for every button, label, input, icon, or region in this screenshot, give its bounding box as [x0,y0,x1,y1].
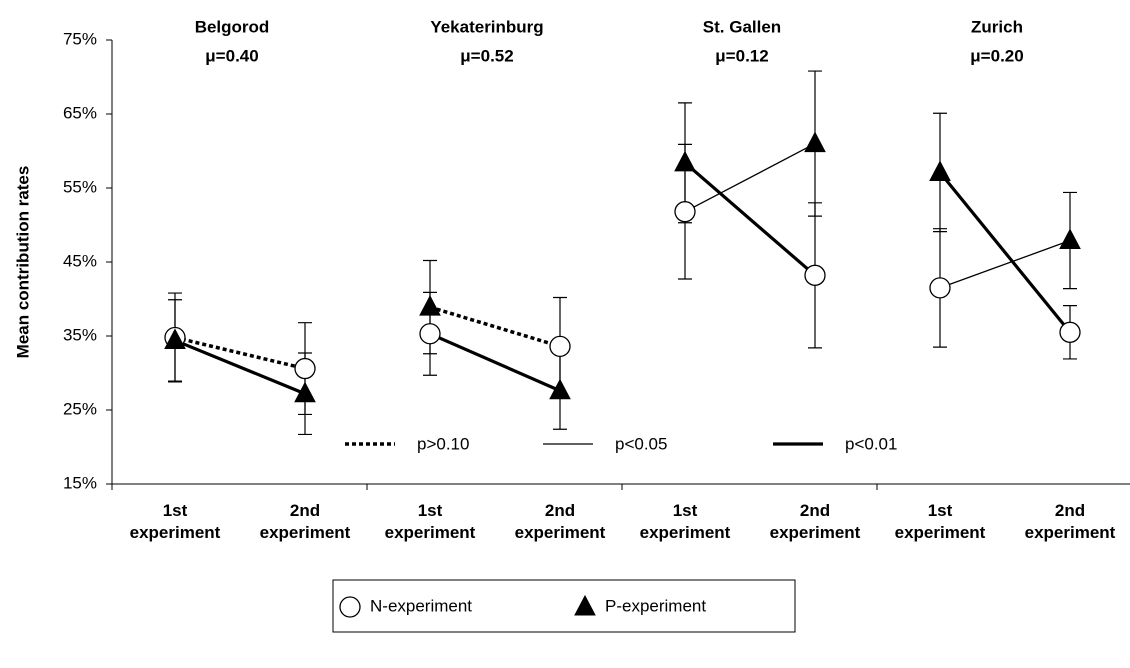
group-mu: μ=0.40 [205,46,258,65]
significance-line [938,171,1072,334]
p-marker [419,295,441,316]
x-tick-label: 1st experiment [639,501,731,542]
legend-box [332,579,796,633]
significance-line [684,143,816,213]
significance-line [429,332,561,393]
group-title: Yekaterinburg [430,17,543,36]
p-marker [674,150,696,172]
legend-label: N-experiment [370,596,472,615]
p-marker [549,378,571,400]
n-marker [804,264,826,286]
legend-label: P-experiment [605,596,706,615]
y-axis-title: Mean contribution rates [13,166,32,359]
significance-line [683,161,817,277]
group-title: St. Gallen [703,17,781,36]
x-tick-label: 1st experiment [894,501,986,542]
significance-line [429,305,561,349]
p-marker [294,381,316,403]
x-tick-label: 2nd experiment [514,501,606,542]
group-mu: μ=0.52 [460,46,513,65]
n-marker [419,323,441,345]
y-tick-label: 65% [63,103,97,122]
n-marker [549,335,571,358]
group-mu: μ=0.20 [970,46,1023,65]
y-tick-label: 75% [63,29,97,48]
group-mu: μ=0.12 [715,46,768,65]
x-tick-label: 1st experiment [384,501,476,542]
x-tick-label: 2nd experiment [259,501,351,542]
n-marker [339,596,361,618]
y-tick-label: 45% [63,251,97,270]
group-title: Zurich [971,17,1023,36]
x-tick-label: 2nd experiment [1024,501,1116,542]
x-tick-label: 2nd experiment [769,501,861,542]
x-tick-label: 1st experiment [129,501,221,542]
n-marker [294,357,316,380]
n-marker [929,277,951,299]
p-marker [929,160,951,181]
y-tick-label: 25% [63,399,97,418]
p-marker [1059,228,1081,250]
p-marker [164,328,186,349]
legend-label: p<0.01 [845,434,897,453]
significance-line [174,335,306,371]
p-marker [804,131,826,153]
y-tick-label: 55% [63,177,97,196]
p-marker [574,594,596,616]
n-marker [674,201,696,223]
significance-line [174,338,306,396]
y-tick-label: 15% [63,473,97,492]
y-tick-label: 35% [63,325,97,344]
legend-label: p<0.05 [615,434,667,453]
legend-label: p>0.10 [417,434,469,453]
n-marker [1059,321,1081,343]
group-title: Belgorod [195,17,270,36]
significance-line [939,239,1071,289]
